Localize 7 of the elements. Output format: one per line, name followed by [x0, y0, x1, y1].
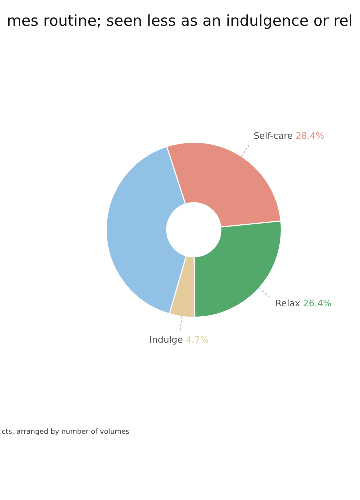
chart-title: mes routine; seen less as an indulgence or rel: [6, 12, 354, 30]
slice-label: Relax: [276, 300, 304, 310]
data-label: 26.4%: [303, 300, 332, 310]
data-label: 28.4%: [296, 132, 325, 142]
slice-label: Self-care: [254, 132, 296, 142]
slice-label: Indulge: [150, 336, 186, 346]
data-label: 4.7%: [186, 336, 210, 346]
